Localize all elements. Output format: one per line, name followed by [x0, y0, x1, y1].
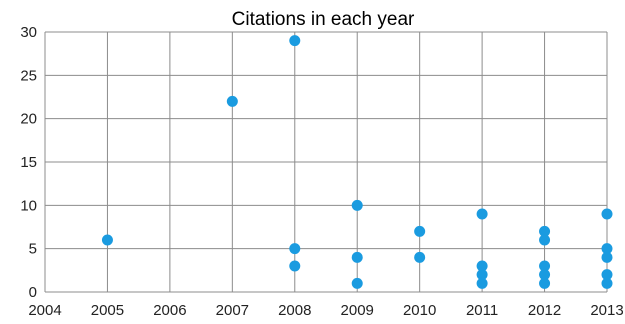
data-point — [539, 260, 551, 272]
y-tick-label: 15 — [20, 154, 37, 171]
y-tick-label: 25 — [20, 67, 37, 84]
data-point — [414, 225, 426, 237]
data-point — [101, 234, 113, 246]
data-point — [351, 277, 363, 289]
data-point — [539, 225, 551, 237]
x-tick-label: 2011 — [466, 302, 498, 319]
data-point — [476, 208, 488, 220]
y-tick-label: 10 — [20, 197, 37, 214]
x-tick-label: 2004 — [28, 302, 61, 319]
data-point — [476, 269, 488, 281]
y-axis-ticks: 0 5 10 15 20 25 30 — [20, 24, 37, 301]
data-points — [101, 35, 613, 289]
data-point — [601, 269, 613, 281]
data-point — [601, 251, 613, 263]
grid-lines — [44, 31, 608, 293]
data-point — [539, 234, 551, 246]
chart-title: Citations in each year — [232, 9, 415, 30]
data-point — [351, 251, 363, 263]
data-point — [601, 243, 613, 255]
x-tick-label: 2012 — [528, 302, 561, 319]
data-point — [601, 277, 613, 289]
data-point — [476, 260, 488, 272]
y-tick-label: 5 — [29, 241, 37, 258]
x-tick-label: 2005 — [91, 302, 124, 319]
y-tick-label: 0 — [29, 284, 37, 301]
data-point — [539, 277, 551, 289]
x-tick-label: 2006 — [153, 302, 186, 319]
x-tick-label: 2013 — [590, 302, 623, 319]
y-tick-label: 30 — [20, 24, 37, 41]
data-point — [539, 269, 551, 281]
data-point — [351, 199, 363, 211]
data-point — [289, 260, 301, 272]
y-tick-label: 20 — [20, 111, 37, 128]
x-tick-label: 2008 — [278, 302, 311, 319]
data-point — [601, 208, 613, 220]
data-point — [289, 35, 301, 47]
x-tick-label: 2007 — [216, 302, 249, 319]
data-point — [476, 277, 488, 289]
data-point — [226, 95, 238, 107]
data-point — [289, 243, 301, 255]
x-axis-ticks: 2004 2005 2006 2007 2008 2009 2010 2011 2012 2013 — [28, 302, 623, 319]
x-tick-label: 2010 — [403, 302, 436, 319]
x-tick-label: 2009 — [341, 302, 374, 319]
data-point — [414, 251, 426, 263]
